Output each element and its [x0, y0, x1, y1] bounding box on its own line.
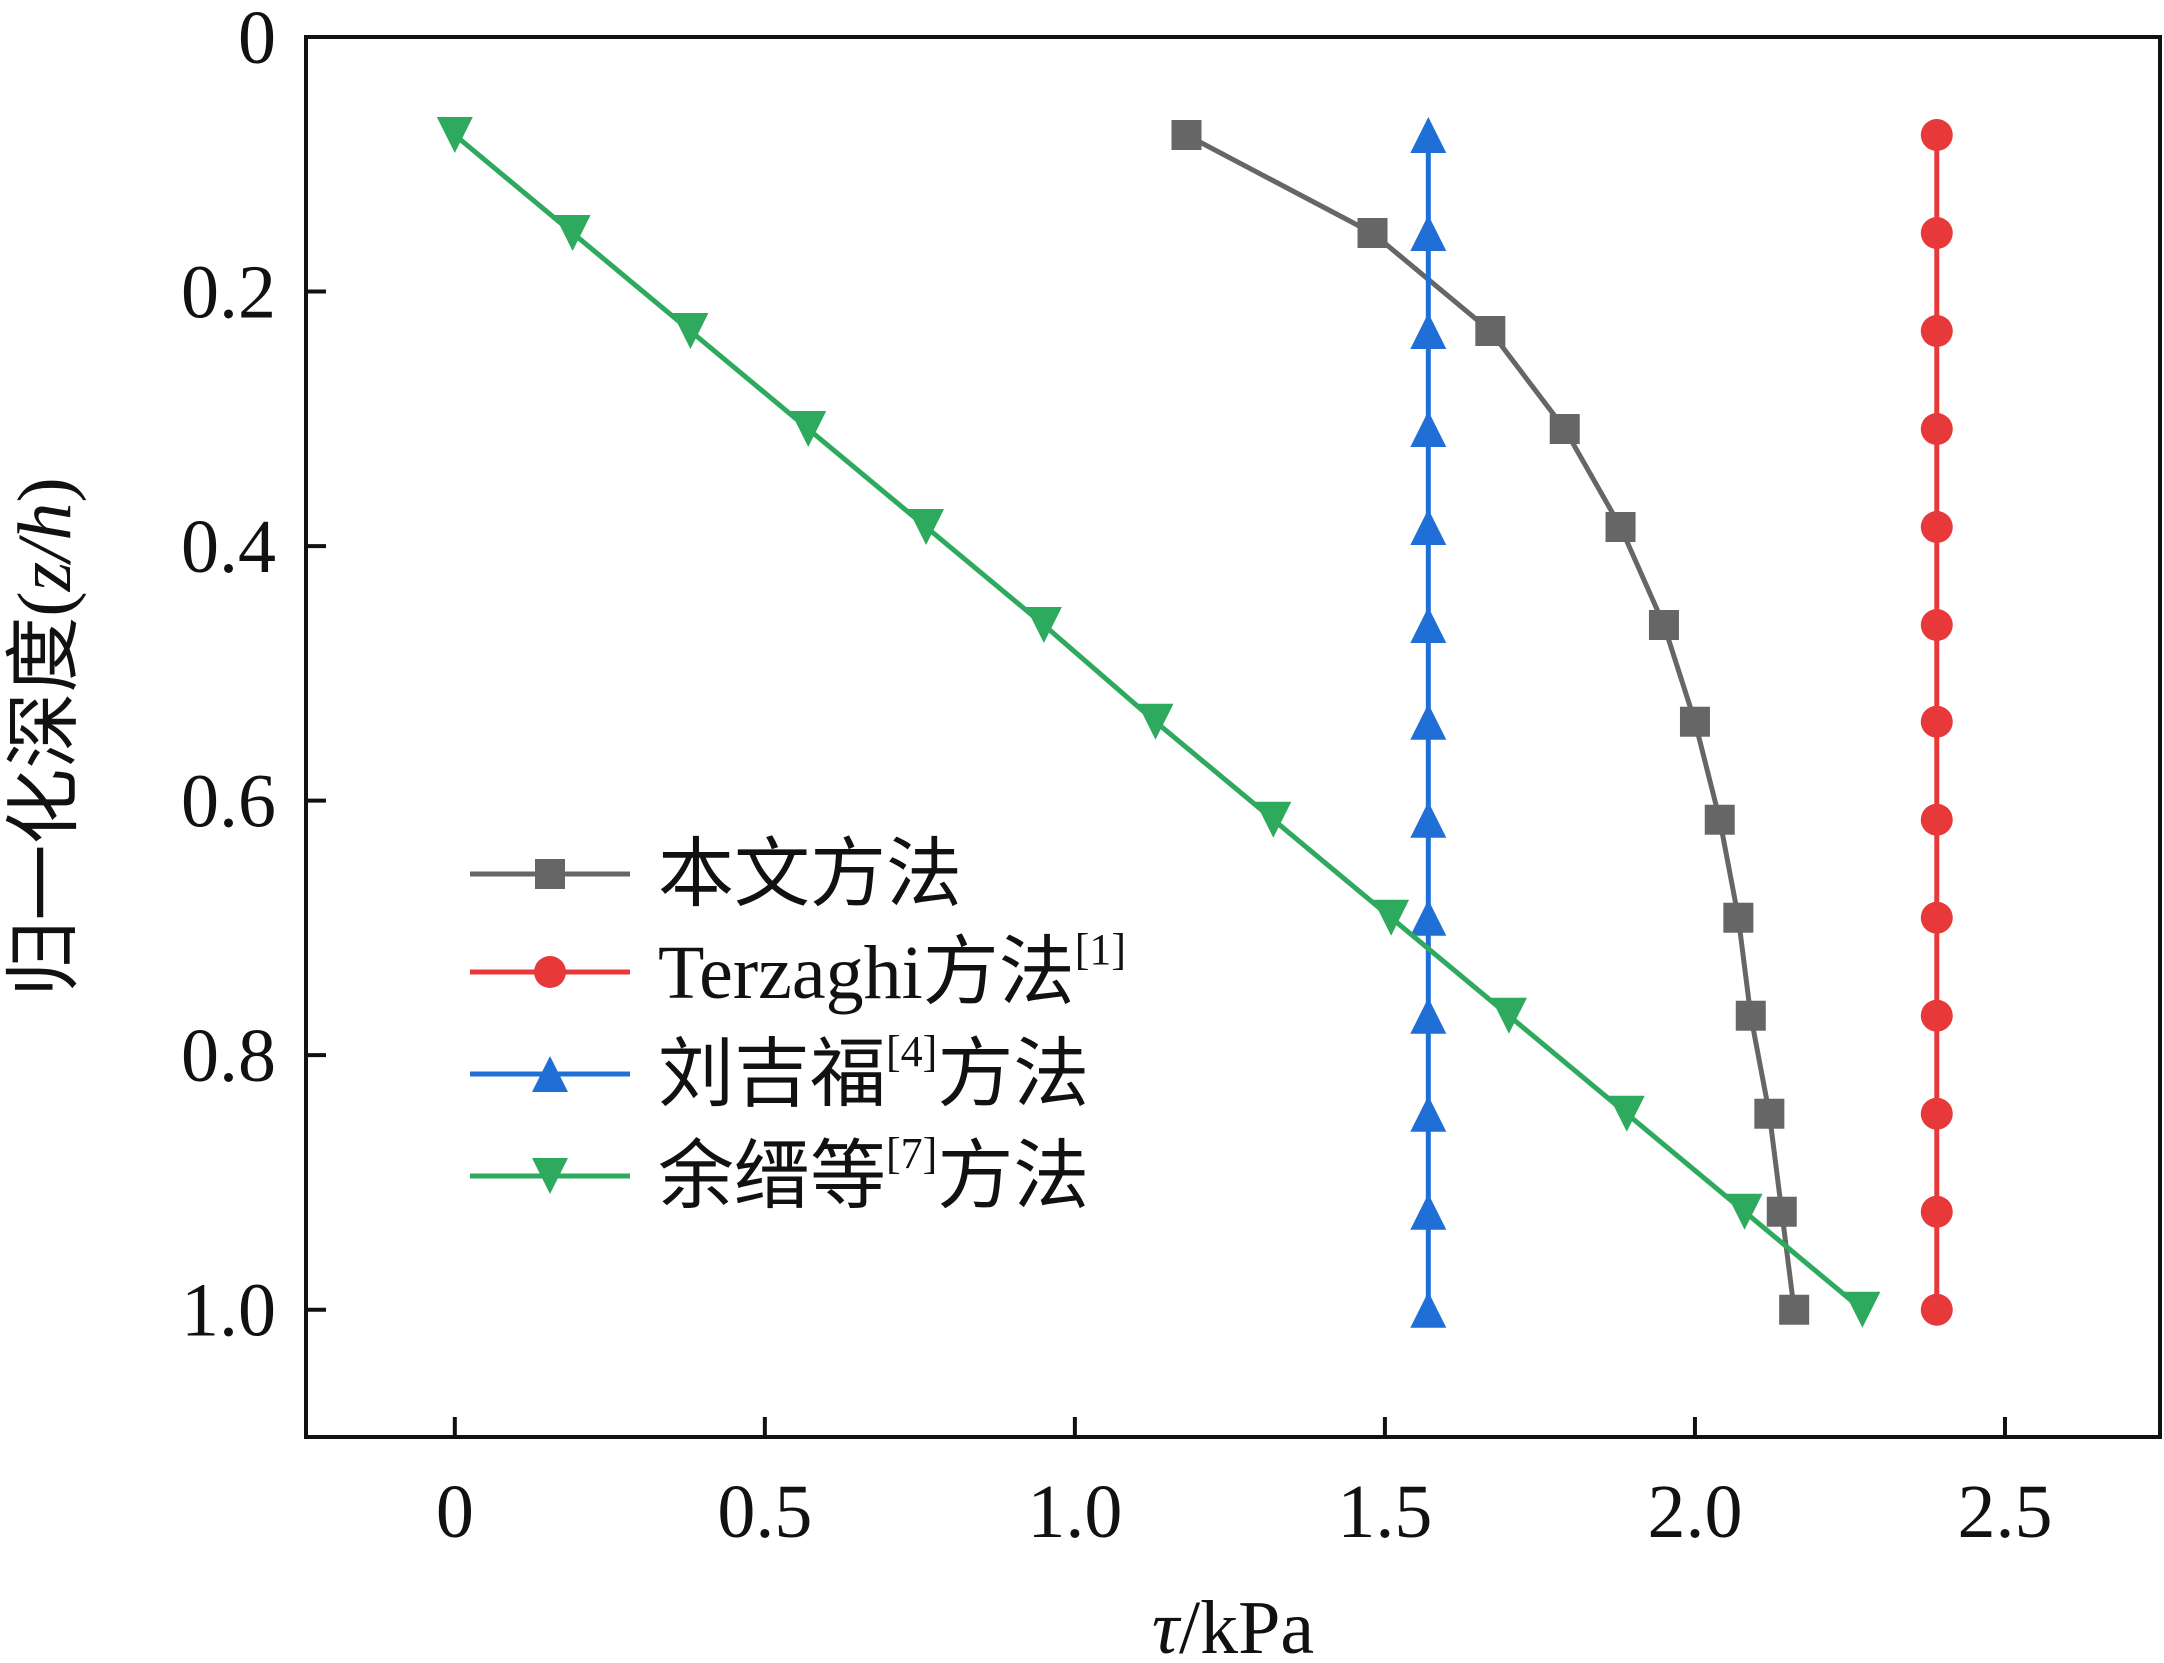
- data-point: [1754, 1098, 1785, 1129]
- x-axis-unit: /kPa: [1179, 1586, 1314, 1663]
- data-point: [1475, 316, 1506, 346]
- data-point: [1920, 1195, 1953, 1228]
- data-point: [1410, 801, 1447, 838]
- legend-label-ref: [4]: [886, 1027, 937, 1076]
- data-point: [1726, 1193, 1763, 1230]
- x-tick-label: 1.5: [1337, 1470, 1432, 1554]
- data-point: [1410, 607, 1447, 643]
- data-point: [1605, 512, 1636, 542]
- legend-label: 本文方法: [658, 833, 962, 917]
- data-point: [1920, 511, 1953, 543]
- data-point: [1704, 804, 1735, 835]
- legend-label: Terzaghi方法[1]: [658, 925, 1126, 1015]
- data-point: [1920, 999, 1953, 1032]
- x-tick-label: 2.5: [1957, 1470, 2052, 1554]
- legend-marker: [534, 956, 566, 988]
- data-point: [1920, 609, 1953, 641]
- y-tick-label: 0.8: [181, 1014, 276, 1098]
- data-point: [1255, 801, 1292, 838]
- data-point: [1844, 1291, 1881, 1328]
- series-2: [1920, 119, 1953, 1326]
- y-tick-label: 0.6: [181, 760, 276, 844]
- y-axis-symbol: z/h: [3, 503, 87, 593]
- data-point: [1920, 705, 1953, 738]
- y-axis-title: 归一化深度(z/h): [3, 477, 87, 996]
- legend-label: 刘吉福[4]方法: [658, 1027, 1089, 1117]
- series-3: [1410, 117, 1447, 1328]
- data-point: [1025, 607, 1062, 643]
- legend-label-ref: [1]: [1075, 925, 1126, 974]
- series-1: [1171, 120, 1810, 1325]
- data-point: [1171, 120, 1202, 150]
- data-point: [1648, 610, 1679, 640]
- data-point: [1410, 1291, 1447, 1328]
- data-point: [1410, 313, 1447, 349]
- x-tick-label: 0: [436, 1470, 474, 1554]
- legend-item: 刘吉福[4]方法: [470, 1027, 1089, 1117]
- y-tick-label: 0.2: [181, 251, 276, 335]
- y-tick-label: 0.4: [181, 505, 276, 589]
- legend-marker: [532, 1056, 568, 1092]
- data-point: [1410, 215, 1447, 251]
- legend-label: 余缙等[7]方法: [658, 1129, 1089, 1219]
- data-point: [1410, 509, 1447, 545]
- data-point: [1357, 218, 1388, 248]
- data-point: [1490, 997, 1527, 1034]
- data-point: [1410, 1095, 1447, 1132]
- legend-label-ref: [7]: [886, 1129, 937, 1178]
- legend-item: Terzaghi方法[1]: [470, 925, 1126, 1015]
- y-axis-label-close: ): [3, 477, 87, 502]
- plot-area-frame: [304, 35, 2162, 1439]
- legend-label-name: 余缙等: [658, 1135, 886, 1219]
- data-point: [1723, 902, 1754, 933]
- data-point: [1920, 413, 1953, 445]
- data-point: [1679, 706, 1710, 737]
- legend-label-name: Terzaghi方法: [658, 931, 1075, 1015]
- y-axis-label-text: 归一化深度(: [3, 591, 87, 996]
- y-tick-label: 0: [238, 0, 276, 80]
- x-tick-label: 2.0: [1647, 1470, 1742, 1554]
- data-point: [1920, 119, 1953, 151]
- legend-marker: [535, 859, 565, 889]
- x-tick-label: 0.5: [717, 1470, 812, 1554]
- series-4: [436, 117, 1881, 1328]
- x-axis-symbol: τ: [1152, 1586, 1182, 1663]
- data-point: [1410, 899, 1447, 936]
- data-point: [1920, 1097, 1953, 1130]
- data-point: [1410, 117, 1447, 153]
- data-point: [1920, 901, 1953, 934]
- legend-label-name: 刘吉福: [658, 1033, 886, 1117]
- data-point: [1410, 411, 1447, 447]
- legend-item: 余缙等[7]方法: [470, 1129, 1089, 1219]
- data-point: [790, 411, 827, 447]
- data-point: [1920, 803, 1953, 836]
- legend-label-suffix: 方法: [937, 1033, 1089, 1117]
- y-tick-label: 1.0: [181, 1269, 276, 1353]
- data-point: [554, 215, 591, 251]
- data-point: [1920, 1293, 1953, 1326]
- data-point: [1137, 703, 1174, 740]
- legend-label-name: 本文方法: [658, 833, 962, 917]
- x-axis-title: τ/kPa: [1152, 1586, 1314, 1663]
- data-point: [1373, 899, 1410, 936]
- data-point: [1779, 1294, 1810, 1325]
- data-point: [1766, 1196, 1797, 1227]
- data-point: [1920, 217, 1953, 249]
- x-tick-label: 1.0: [1027, 1470, 1122, 1554]
- data-point: [1410, 1193, 1447, 1230]
- legend-marker: [532, 1158, 568, 1194]
- data-point: [1920, 315, 1953, 347]
- data-point: [1608, 1095, 1645, 1132]
- data-point: [908, 509, 945, 545]
- legend-label-suffix: 方法: [937, 1135, 1089, 1219]
- data-point: [1549, 414, 1580, 444]
- data-point: [1410, 703, 1447, 740]
- data-point: [1735, 1000, 1766, 1031]
- data-point: [436, 117, 473, 153]
- data-point: [1410, 997, 1447, 1034]
- legend-item: 本文方法: [470, 833, 962, 917]
- data-point: [672, 313, 709, 349]
